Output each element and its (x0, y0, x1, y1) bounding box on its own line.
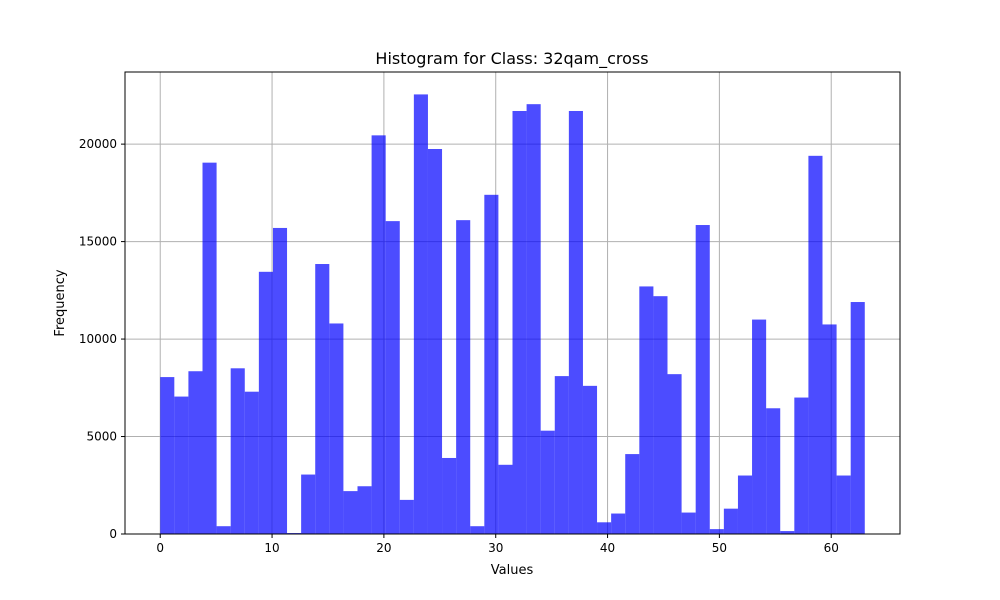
histogram-bar (456, 220, 471, 534)
histogram-bar (540, 430, 555, 534)
histogram-bar (413, 94, 428, 534)
histogram-bar (188, 371, 203, 534)
plot-frame (124, 71, 901, 535)
histogram-bar (850, 302, 865, 534)
histogram-bar (723, 508, 738, 534)
x-tick-label: 30 (488, 541, 503, 555)
y-tick-label: 20000 (79, 137, 117, 151)
x-axis-label: Values (491, 563, 534, 578)
x-tick-label: 10 (264, 541, 279, 555)
x-tick-label: 20 (376, 541, 391, 555)
histogram-bar (315, 264, 330, 534)
histogram-bar (385, 221, 400, 534)
histogram-bar (301, 474, 316, 534)
histogram-bar (625, 454, 640, 534)
histogram-bar (695, 225, 710, 534)
histogram-bar (709, 529, 724, 534)
y-tick-label: 10000 (79, 332, 117, 346)
histogram-bar (512, 110, 527, 535)
histogram-bar (160, 377, 175, 534)
histogram-bar (174, 396, 189, 534)
histogram-bar (357, 486, 372, 534)
x-tick-label: 40 (600, 541, 615, 555)
histogram-bar (399, 499, 414, 534)
histogram-bar (371, 135, 386, 534)
histogram-bar (343, 491, 358, 534)
histogram-bar (202, 162, 217, 534)
histogram-bar (752, 319, 767, 534)
histogram-bar (470, 526, 485, 534)
histogram-bar (836, 475, 851, 534)
x-tick-label: 60 (824, 541, 839, 555)
histogram-bar (780, 531, 795, 534)
histogram-bar (568, 110, 583, 535)
histogram-bar (272, 227, 288, 534)
histogram-bar (611, 513, 626, 534)
histogram-bar (216, 526, 231, 534)
y-tick-label: 15000 (79, 235, 117, 249)
histogram-bar (639, 286, 654, 534)
histogram-bar (737, 475, 753, 534)
histogram-bar (808, 155, 823, 534)
histogram-bar (329, 323, 344, 534)
histogram-bar (766, 408, 781, 534)
histogram-bar (794, 397, 809, 534)
x-tick-label: 0 (156, 541, 164, 555)
histogram-bar (597, 522, 612, 534)
histogram-bar (258, 271, 273, 534)
histogram-bar (526, 104, 541, 535)
histogram-bar (667, 374, 682, 534)
histogram-bar (230, 368, 245, 534)
y-axis-label: Frequency (53, 269, 68, 336)
axis-ticks: 0 10 20 30 40 50 60 0 5000 10000 15000 20000 (79, 137, 839, 555)
histogram-bar (582, 385, 598, 534)
histogram-bar (442, 457, 457, 534)
y-tick-label: 5000 (86, 430, 117, 444)
histogram-bar (653, 296, 668, 534)
histogram-bar (484, 194, 499, 534)
histogram-bar (427, 149, 443, 534)
histogram-bar (822, 324, 837, 534)
x-tick-label: 50 (712, 541, 727, 555)
chart-title: Histogram for Class: 32qam_cross (375, 49, 648, 69)
histogram-bar (681, 512, 696, 534)
histogram-bar (498, 464, 513, 534)
y-tick-label: 0 (109, 527, 117, 541)
histogram-bar (244, 391, 259, 534)
histogram-bars (160, 94, 865, 535)
histogram-bar (554, 376, 569, 534)
